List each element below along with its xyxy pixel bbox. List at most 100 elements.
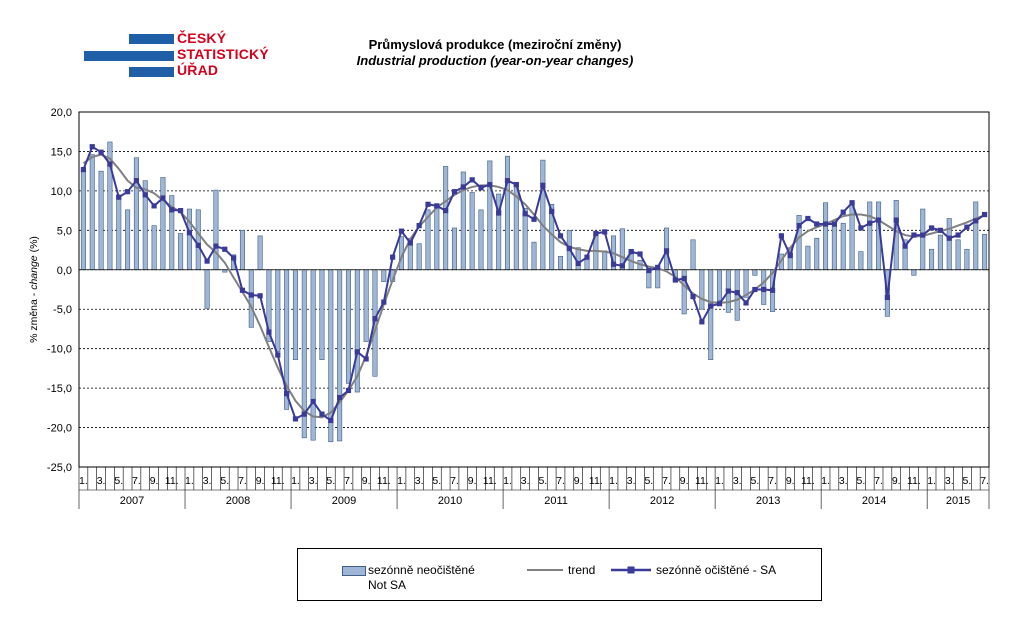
bar xyxy=(443,166,449,271)
bar xyxy=(655,269,661,289)
sa-point xyxy=(911,232,917,238)
bar xyxy=(911,269,917,276)
sa-point xyxy=(496,210,502,216)
sa-point xyxy=(566,245,572,252)
sa-point xyxy=(699,319,705,325)
sa-point xyxy=(204,258,210,264)
x-month-label: 11. xyxy=(907,475,921,487)
sa-point xyxy=(849,200,855,206)
x-month-label: 5. xyxy=(644,475,653,487)
logo-text-line-2: STATISTICKÝ xyxy=(177,46,269,62)
x-month-label: 9. xyxy=(892,475,901,487)
x-month-label: 5. xyxy=(857,475,866,487)
sa-point xyxy=(619,263,625,269)
sa-point xyxy=(213,243,219,249)
sa-point xyxy=(928,225,935,231)
sa-point xyxy=(407,240,413,246)
sa-point xyxy=(973,218,979,224)
bar xyxy=(275,269,281,353)
x-month-label: 1. xyxy=(79,475,88,487)
sa-point xyxy=(381,299,387,305)
sa-point xyxy=(761,286,767,293)
x-month-label: 11. xyxy=(589,475,603,487)
y-tick-label: -25,0 xyxy=(47,462,72,474)
bar xyxy=(133,157,139,271)
sa-point xyxy=(734,290,740,296)
x-month-label: 1. xyxy=(185,475,194,487)
x-month-label: 9. xyxy=(468,475,477,487)
y-tick-label: 20,0 xyxy=(51,107,72,119)
trend-line xyxy=(82,153,985,419)
bar xyxy=(363,269,369,342)
y-tick-label: -15,0 xyxy=(47,383,72,395)
logo-text-line-1: ČESKÝ xyxy=(177,30,227,46)
x-month-label: 9. xyxy=(256,475,265,487)
sa-point xyxy=(796,223,802,229)
x-month-label: 11. xyxy=(801,475,815,487)
sa-point xyxy=(301,411,307,417)
legend-swatch-bars xyxy=(342,566,366,576)
x-year-label: 2014 xyxy=(862,495,886,507)
bar xyxy=(178,233,184,271)
sa-point xyxy=(522,211,528,217)
sa-point xyxy=(328,417,334,424)
chart-subtitle: Industrial production (year-on-year chan… xyxy=(356,53,634,68)
sa-point xyxy=(805,215,811,222)
chart-area: 20,0 15,0 10,0 5,0 0,0 -5,0 -10,0 -15,0 -20,0 -25… xyxy=(28,107,990,509)
x-month-label: 3. xyxy=(945,475,954,487)
bar xyxy=(699,269,705,310)
sa-point xyxy=(257,293,263,299)
x-month-label: 3. xyxy=(203,475,212,487)
sa-point xyxy=(752,286,758,293)
x-month-label: 1. xyxy=(927,475,936,487)
sa-point xyxy=(372,316,378,322)
sa-point xyxy=(337,394,343,401)
sa-point xyxy=(628,249,634,255)
bar xyxy=(248,269,254,328)
sa-point xyxy=(920,232,926,238)
sa-point xyxy=(469,177,475,183)
sa-point xyxy=(266,329,272,335)
logo-stripe xyxy=(129,67,174,77)
bar xyxy=(257,235,263,271)
sa-point xyxy=(584,254,590,260)
sa-point xyxy=(540,182,546,188)
sa-point xyxy=(107,161,113,167)
bar xyxy=(752,269,758,276)
sa-point xyxy=(858,225,864,231)
x-month-label: 7. xyxy=(768,475,777,487)
bar xyxy=(504,155,511,271)
sa-point xyxy=(955,232,961,238)
sa-point xyxy=(681,275,687,282)
x-month-label: 1. xyxy=(503,475,512,487)
x-month-label: 7. xyxy=(980,475,989,487)
bar xyxy=(937,234,943,271)
x-month-label: 3. xyxy=(839,475,848,487)
bar xyxy=(831,226,837,271)
sa-point xyxy=(319,411,325,417)
sa-point xyxy=(593,230,599,237)
bar xyxy=(982,233,988,271)
logo-text-line-3: ÚŘAD xyxy=(177,62,219,78)
sa-point xyxy=(354,349,360,355)
x-month-label: 1. xyxy=(821,475,830,487)
bar xyxy=(186,208,192,271)
bar xyxy=(319,269,325,361)
y-tick-label: -5,0 xyxy=(53,304,72,316)
legend-label-trend: trend xyxy=(568,563,596,577)
x-month-label: 3. xyxy=(415,475,424,487)
y-tick-label: 0,0 xyxy=(57,265,72,277)
sa-point xyxy=(549,208,555,214)
sa-point xyxy=(231,255,237,261)
x-month-label: 5. xyxy=(220,475,229,487)
bar xyxy=(867,201,873,271)
sa-point xyxy=(124,189,131,195)
x-month-label: 7. xyxy=(132,475,141,487)
y-tick-label: -20,0 xyxy=(47,423,72,435)
sa-point xyxy=(725,288,731,294)
x-month-label: 7. xyxy=(874,475,883,487)
sa-point xyxy=(964,224,970,230)
bar xyxy=(920,208,926,271)
bar xyxy=(80,170,86,271)
x-month-label: 3. xyxy=(521,475,530,487)
